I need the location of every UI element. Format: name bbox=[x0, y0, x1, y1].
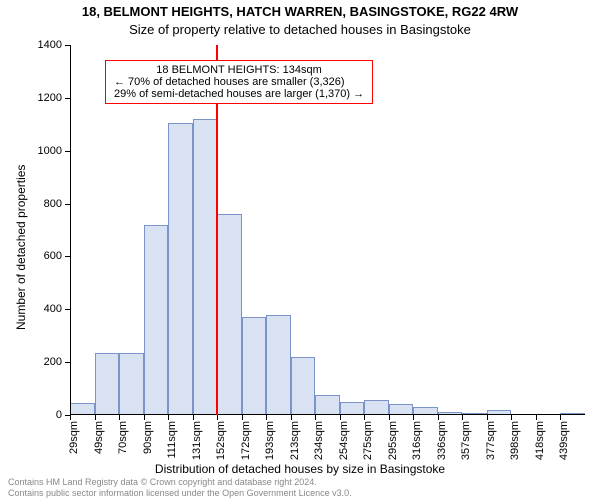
histogram-bar bbox=[119, 353, 144, 415]
y-tick-label: 400 bbox=[0, 303, 62, 315]
x-tick bbox=[364, 415, 365, 420]
x-tick bbox=[217, 415, 218, 420]
x-tick bbox=[340, 415, 341, 420]
histogram-bar bbox=[315, 395, 340, 415]
x-tick bbox=[413, 415, 414, 420]
footer-attribution: Contains HM Land Registry data © Crown c… bbox=[8, 477, 352, 498]
footer-line-1: Contains HM Land Registry data © Crown c… bbox=[8, 477, 352, 487]
annotation-line: ← 70% of detached houses are smaller (3,… bbox=[114, 76, 364, 88]
annotation-line: 18 BELMONT HEIGHTS: 134sqm bbox=[114, 64, 364, 76]
x-tick bbox=[487, 415, 488, 420]
y-axis-label: Number of detached properties bbox=[14, 165, 28, 330]
y-tick bbox=[65, 256, 70, 257]
x-tick bbox=[70, 415, 71, 420]
y-axis bbox=[70, 45, 71, 415]
x-tick bbox=[95, 415, 96, 420]
x-axis bbox=[70, 414, 585, 415]
y-tick bbox=[65, 362, 70, 363]
histogram-bar bbox=[144, 225, 169, 415]
x-tick bbox=[242, 415, 243, 420]
x-tick bbox=[560, 415, 561, 420]
y-tick bbox=[65, 309, 70, 310]
x-tick bbox=[291, 415, 292, 420]
y-tick-label: 0 bbox=[0, 409, 62, 421]
y-tick-label: 1200 bbox=[0, 92, 62, 104]
x-tick bbox=[389, 415, 390, 420]
histogram-bar bbox=[168, 123, 193, 415]
y-tick bbox=[65, 151, 70, 152]
histogram-bar bbox=[193, 119, 218, 415]
x-tick bbox=[315, 415, 316, 420]
x-tick bbox=[119, 415, 120, 420]
page-title: 18, BELMONT HEIGHTS, HATCH WARREN, BASIN… bbox=[0, 4, 600, 19]
x-tick bbox=[144, 415, 145, 420]
footer-line-2: Contains public sector information licen… bbox=[8, 488, 352, 498]
y-tick bbox=[65, 204, 70, 205]
histogram-bar bbox=[242, 317, 267, 415]
histogram-bar bbox=[266, 315, 291, 415]
y-tick-label: 200 bbox=[0, 356, 62, 368]
x-tick bbox=[462, 415, 463, 420]
histogram-bar bbox=[364, 400, 389, 415]
x-tick bbox=[511, 415, 512, 420]
y-tick-label: 1000 bbox=[0, 145, 62, 157]
y-tick-label: 800 bbox=[0, 198, 62, 210]
x-tick bbox=[168, 415, 169, 420]
x-tick bbox=[536, 415, 537, 420]
page-subtitle: Size of property relative to detached ho… bbox=[0, 22, 600, 37]
annotation-box: 18 BELMONT HEIGHTS: 134sqm← 70% of detac… bbox=[105, 60, 373, 104]
y-tick bbox=[65, 98, 70, 99]
x-tick bbox=[193, 415, 194, 420]
histogram-plot: 020040060080010001200140029sqm49sqm70sqm… bbox=[70, 45, 585, 415]
annotation-line: 29% of semi-detached houses are larger (… bbox=[114, 88, 364, 100]
histogram-bar bbox=[217, 214, 242, 415]
histogram-bar bbox=[95, 353, 120, 415]
y-tick bbox=[65, 45, 70, 46]
x-tick bbox=[438, 415, 439, 420]
y-tick-label: 600 bbox=[0, 250, 62, 262]
y-tick-label: 1400 bbox=[0, 39, 62, 51]
histogram-bar bbox=[291, 357, 316, 415]
x-tick bbox=[266, 415, 267, 420]
x-axis-label: Distribution of detached houses by size … bbox=[0, 462, 600, 476]
